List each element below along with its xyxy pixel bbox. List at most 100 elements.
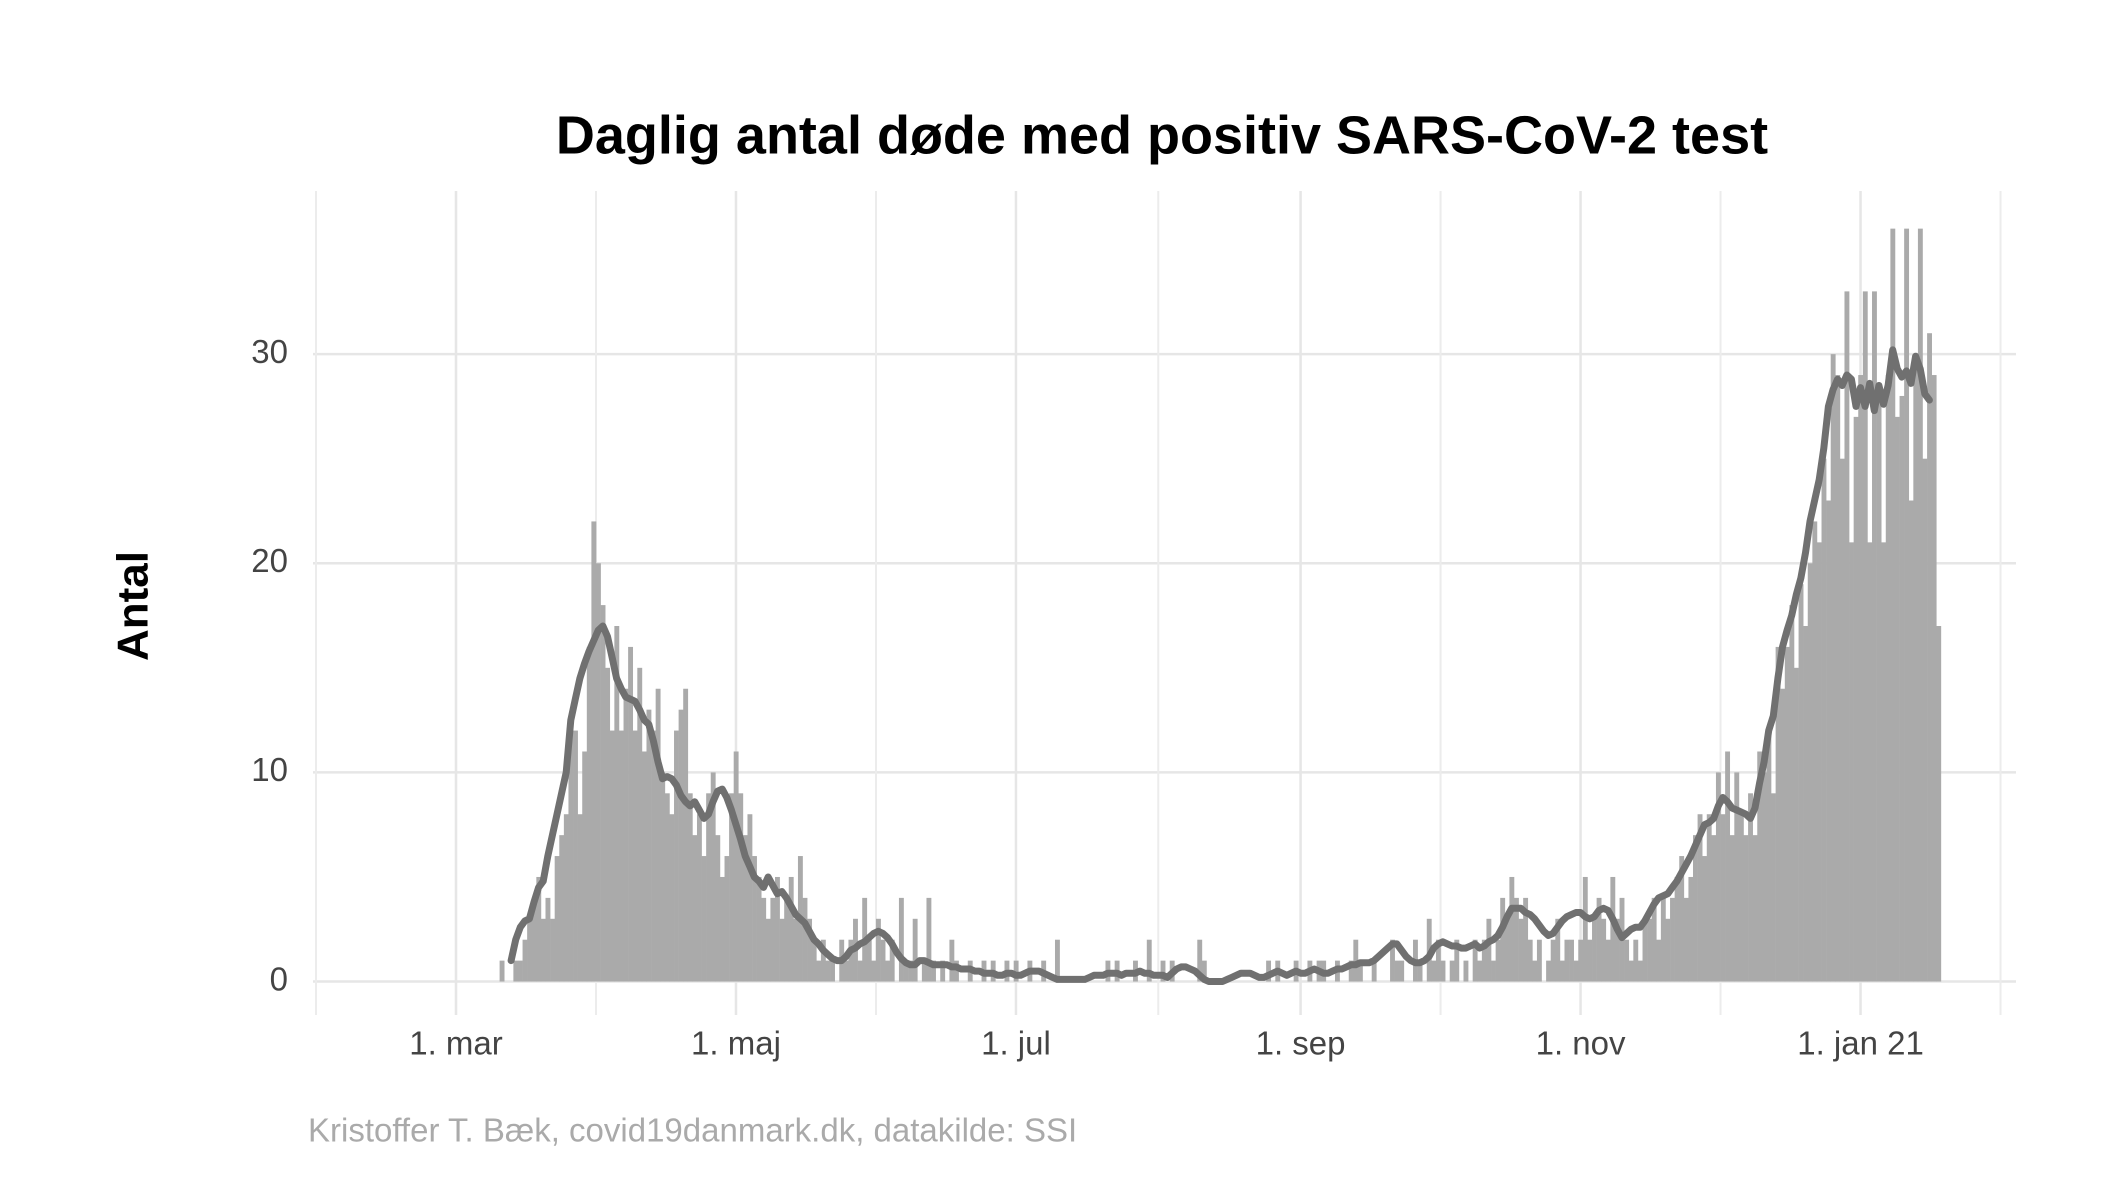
bar [1688,876,1694,982]
bar [1743,835,1749,982]
bar [1812,521,1818,982]
bar [1761,772,1767,982]
bar [1559,960,1565,982]
bar [1922,458,1928,982]
bar [1564,939,1570,982]
bar [664,793,670,982]
bar [573,730,578,982]
bar [857,960,863,982]
bar [1399,960,1405,982]
bar [499,960,505,982]
bar [1555,918,1561,982]
bar [784,897,790,982]
bar [1729,835,1735,982]
bar [531,897,537,982]
bar [710,772,716,982]
x-tick-label: 1. jan 21 [1797,1025,1924,1062]
bar [1738,814,1744,982]
bar [1821,458,1827,982]
bar [1054,939,1060,982]
bar [1835,375,1841,982]
bar [1417,960,1423,982]
bar [898,897,904,982]
bar [1601,918,1607,982]
bar [738,793,744,982]
bar [1481,939,1487,982]
bar [605,667,611,982]
bar [761,897,767,982]
bar [1610,876,1616,982]
bar [623,688,629,982]
bar [1693,835,1698,982]
bar [669,814,675,982]
bar [1587,939,1593,982]
bar [646,709,652,982]
bar [1449,960,1455,982]
bar [742,835,748,982]
bar [1771,793,1776,982]
bar [825,960,831,982]
bar [1371,960,1377,982]
bar [1904,228,1910,982]
bar [1491,960,1496,982]
bar [563,814,569,982]
bar [1486,918,1492,982]
bar [1702,856,1708,982]
bar [1642,918,1648,982]
bar [1463,960,1469,982]
bar [811,939,817,982]
bar [692,835,698,982]
bar [1550,939,1556,982]
bar [1536,939,1542,982]
bar [1532,960,1538,982]
bar [706,793,712,982]
bar [1793,667,1799,982]
bar [1665,918,1671,982]
bar [614,626,620,982]
bar [1394,960,1400,982]
bar [701,856,707,982]
bar [1440,960,1446,982]
bar [1872,291,1877,982]
bar [641,751,647,982]
bar [1513,897,1519,982]
bar [1885,375,1891,982]
bar [674,730,679,982]
bar [1454,939,1460,982]
bar [1766,730,1772,982]
bar [903,960,909,982]
bar [1614,918,1620,982]
bar [1917,228,1923,982]
bar [1734,772,1740,982]
bar [1798,584,1804,982]
bar [1789,605,1795,982]
bar [1390,939,1395,982]
bar [1867,542,1873,982]
caption: Kristoffer T. Bæk, covid19danmark.dk, da… [308,1112,1077,1149]
bar [1670,897,1675,982]
bar [513,960,519,982]
labels: 0 10 20 30 1. mar 1. maj 1. jul 1. sep 1. nov 1. … [251,333,1924,1062]
chart-title: Daglig antal døde med positiv SARS-CoV-2… [556,105,1768,165]
y-tick-label: 10 [251,751,288,788]
bar [1197,939,1203,982]
bar [618,730,624,982]
bar [651,730,656,982]
bar [1160,960,1166,982]
bar [1660,897,1666,982]
bar [1624,939,1630,982]
bar [1679,856,1685,982]
bar [1523,897,1529,982]
bar [880,939,886,982]
bar [1633,939,1639,982]
bar [848,939,854,982]
bar [1775,646,1781,982]
bar [655,688,661,982]
bar [1651,897,1657,982]
bar [949,939,955,982]
bar [1146,939,1152,982]
bar [1656,939,1662,982]
bar [1725,751,1731,982]
